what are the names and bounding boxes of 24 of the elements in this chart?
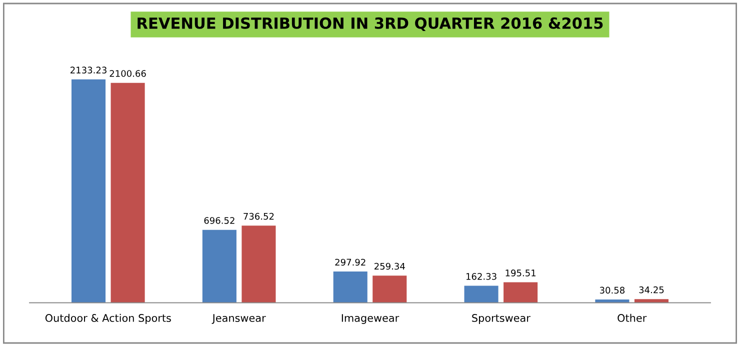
data-label: 259.34 — [374, 262, 405, 270]
bar — [464, 286, 498, 303]
data-label: 2100.66 — [110, 70, 146, 77]
x-tick-label: Jeanswear — [212, 314, 266, 324]
x-tick-label: Imagewear — [342, 314, 400, 324]
data-label: 162.33 — [466, 273, 496, 280]
data-label: 297.92 — [335, 258, 366, 266]
bar — [242, 226, 276, 303]
chart-title: REVENUE DISTRIBUTION IN 3RD QUARTER 2016 &2015 — [138, 17, 603, 31]
data-label: 2133.23 — [70, 66, 106, 74]
bar — [504, 282, 538, 303]
bar — [333, 272, 368, 303]
data-label: 195.51 — [506, 270, 536, 276]
x-tick-label: Other — [618, 314, 647, 322]
data-label: 30.58 — [600, 286, 625, 294]
x-tick-label: Sportswear — [472, 314, 530, 324]
data-label: 34.25 — [639, 286, 664, 294]
data-label: 736.52 — [244, 212, 274, 220]
x-tick-label: Outdoor & Action Sports — [45, 314, 171, 324]
bar — [372, 276, 407, 303]
bar — [110, 82, 145, 303]
bar — [71, 79, 106, 303]
data-label: 696.52 — [204, 217, 234, 224]
bar — [202, 230, 236, 303]
